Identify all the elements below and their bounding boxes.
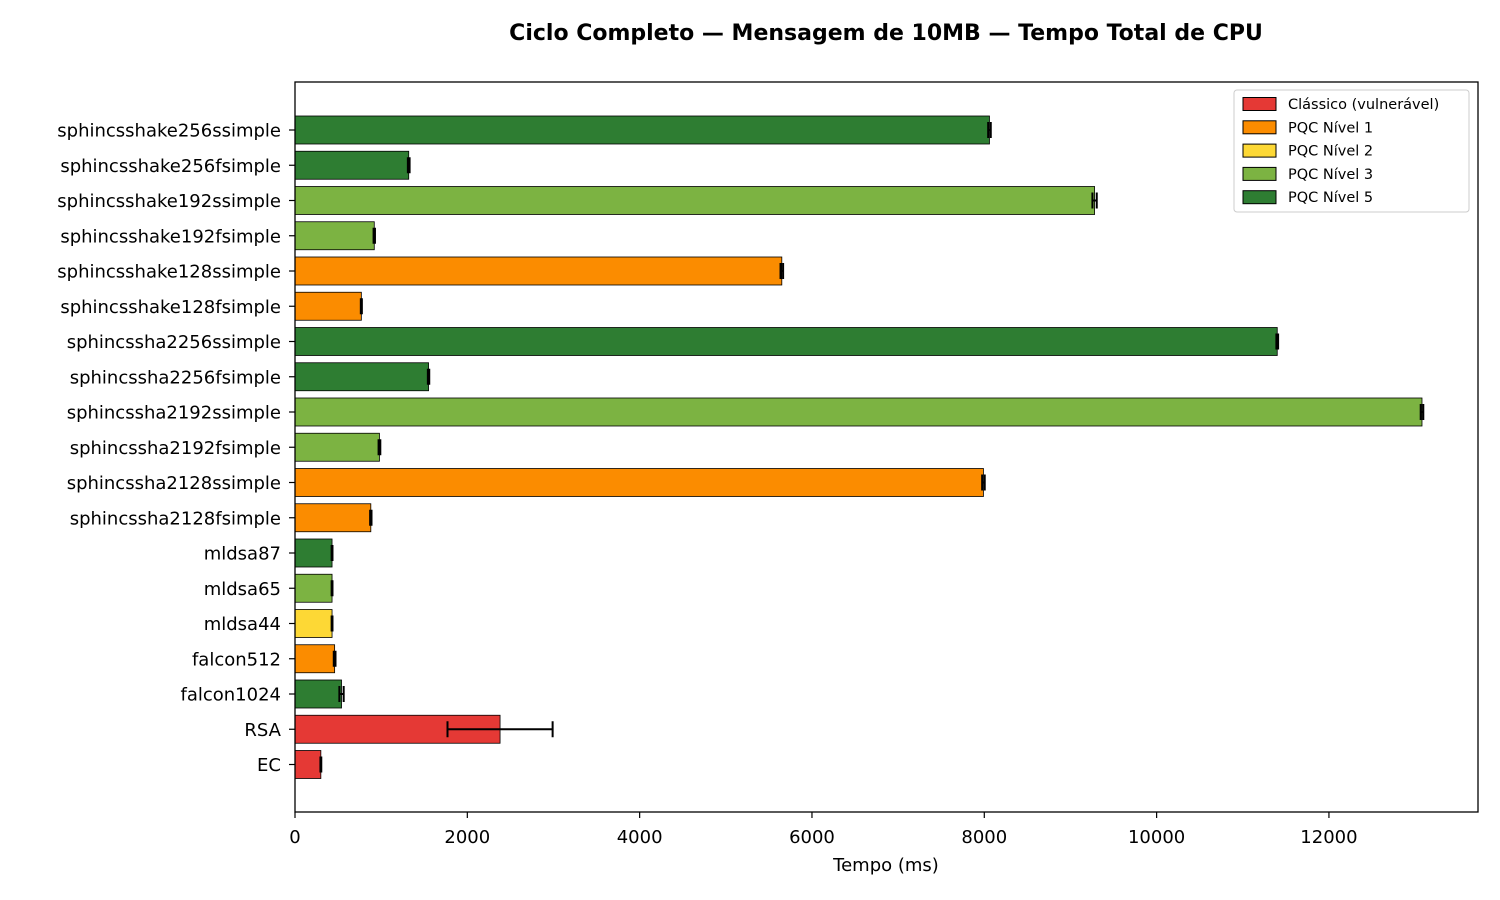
errorbar-sphincssha2128ssimple (981, 474, 986, 491)
bar-falcon512 (294, 644, 336, 674)
x-tick-label-12000: 12000 (1300, 827, 1357, 848)
y-axis: sphincsshake256ssimple sphincsshake256fsi… (57, 121, 295, 776)
y-tick-label-mldsa44: mldsa44 (204, 614, 281, 635)
legend-label: PQC Nível 2 (1288, 144, 1373, 160)
x-tick-label-6000: 6000 (789, 827, 835, 848)
x-tick-label-2000: 2000 (444, 827, 490, 848)
bar-falcon1024 (294, 679, 342, 709)
bar-sphincsshake128fsimple (294, 291, 362, 321)
chart-title: Ciclo Completo — Mensagem de 10MB — Temp… (509, 21, 1263, 46)
errorbar-sphincssha2256fsimple (426, 368, 431, 385)
y-tick-label-sphincsshake128fsimple: sphincsshake128fsimple (60, 297, 281, 318)
bar-sphincsshake192fsimple (294, 221, 375, 251)
bar-sphincssha2128fsimple (294, 503, 372, 533)
errorbar-sphincsshake192ssimple (1091, 192, 1098, 209)
y-tick-label-falcon1024: falcon1024 (181, 685, 282, 706)
errorbar-sphincsshake192fsimple (372, 227, 376, 244)
y-tick-label-falcon512: falcon512 (192, 649, 281, 670)
legend-label: PQC Nível 1 (1288, 120, 1373, 136)
legend-label: PQC Nível 3 (1288, 167, 1373, 183)
bar-sphincssha2256ssimple (294, 327, 1278, 356)
y-tick-label-sphincssha2192ssimple: sphincssha2192ssimple (67, 403, 281, 424)
bar-mldsa44 (294, 609, 333, 638)
legend-item-pqc-n-vel-1: PQC Nível 1 (1242, 120, 1373, 136)
errorbar-rsa (446, 721, 554, 738)
errorbar-mldsa44 (330, 615, 334, 632)
legend-item-pqc-n-vel-3: PQC Nível 3 (1242, 166, 1373, 183)
bar-mldsa65 (294, 573, 333, 603)
x-tick-label-10000: 10000 (1128, 827, 1185, 848)
y-tick-label-mldsa87: mldsa87 (204, 544, 281, 565)
errorbar-sphincsshake128ssimple (779, 263, 785, 279)
bar-sphincsshake128ssimple (294, 256, 783, 286)
errorbar-sphincsshake128fsimple (359, 298, 363, 315)
bar-sphincsshake256ssimple (294, 115, 990, 145)
bar-ec (294, 750, 322, 779)
errorbar-sphincssha2192fsimple (377, 439, 382, 456)
bar-sphincsshake192ssimple (294, 186, 1095, 215)
y-tick-label-sphincssha2128fsimple: sphincssha2128fsimple (70, 508, 281, 529)
bars-layer (294, 115, 1423, 779)
x-axis-label: Tempo (ms) (832, 855, 939, 876)
x-tick-label-0: 0 (289, 827, 300, 848)
errorbar-sphincssha2192ssimple (1419, 404, 1425, 420)
y-tick-label-ec: EC (257, 755, 281, 776)
errorbar-ec (319, 756, 323, 773)
x-tick-label-8000: 8000 (961, 827, 1007, 848)
y-tick-label-mldsa65: mldsa65 (204, 579, 281, 600)
legend-item-pqc-n-vel-5: PQC Nível 5 (1242, 190, 1373, 206)
bar-mldsa87 (294, 538, 333, 568)
legend: Clássico (vulnerável) PQC Nível 1 PQC Níve… (1233, 89, 1470, 213)
bar-sphincsshake256fsimple (294, 150, 410, 180)
bar-sphincssha2192fsimple (294, 432, 380, 462)
legend-swatch (1242, 120, 1277, 135)
bar-sphincssha2192ssimple (294, 397, 1423, 427)
y-tick-label-rsa: RSA (244, 720, 281, 741)
x-axis: 0 2000 4000 6000 8000 10000 12000 (289, 812, 1358, 848)
y-tick-label-sphincssha2192fsimple: sphincssha2192fsimple (70, 438, 281, 459)
errorbar-falcon1024 (338, 686, 345, 702)
y-tick-label-sphincssha2256fsimple: sphincssha2256fsimple (70, 367, 281, 388)
errorbar-mldsa87 (330, 545, 334, 561)
bar-sphincssha2128ssimple (294, 468, 984, 497)
y-tick-label-sphincsshake192ssimple: sphincsshake192ssimple (57, 191, 281, 212)
y-tick-label-sphincssha2128ssimple: sphincssha2128ssimple (67, 473, 281, 494)
y-tick-label-sphincssha2256ssimple: sphincssha2256ssimple (67, 332, 281, 353)
legend-swatch (1242, 143, 1277, 158)
errorbar-sphincssha2128fsimple (369, 509, 373, 526)
errorbar-sphincsshake256fsimple (406, 157, 411, 174)
legend-item-cl-ssico-vulner-vel: Clássico (vulnerável) (1242, 97, 1439, 113)
legend-item-pqc-n-vel-2: PQC Nível 2 (1242, 143, 1373, 160)
y-tick-label-sphincsshake128ssimple: sphincsshake128ssimple (57, 262, 281, 283)
legend-label: Clássico (vulnerável) (1288, 97, 1439, 113)
legend-swatch (1242, 166, 1277, 181)
errorbar-sphincssha2256ssimple (1275, 333, 1280, 350)
errorbar-sphincsshake256ssimple (987, 122, 992, 138)
y-tick-label-sphincsshake192fsimple: sphincsshake192fsimple (60, 226, 281, 247)
y-tick-label-sphincsshake256ssimple: sphincsshake256ssimple (57, 121, 281, 142)
legend-swatch (1242, 190, 1277, 205)
legend-frame (1233, 89, 1470, 213)
legend-swatch (1242, 97, 1277, 111)
legend-label: PQC Nível 5 (1288, 190, 1373, 206)
y-tick-label-sphincsshake256fsimple: sphincsshake256fsimple (60, 156, 281, 177)
errorbar-mldsa65 (330, 580, 334, 597)
x-tick-label-4000: 4000 (617, 827, 663, 848)
errorbars-layer (319, 122, 1425, 773)
errorbar-falcon512 (332, 650, 337, 667)
bar-sphincssha2256fsimple (294, 362, 429, 392)
